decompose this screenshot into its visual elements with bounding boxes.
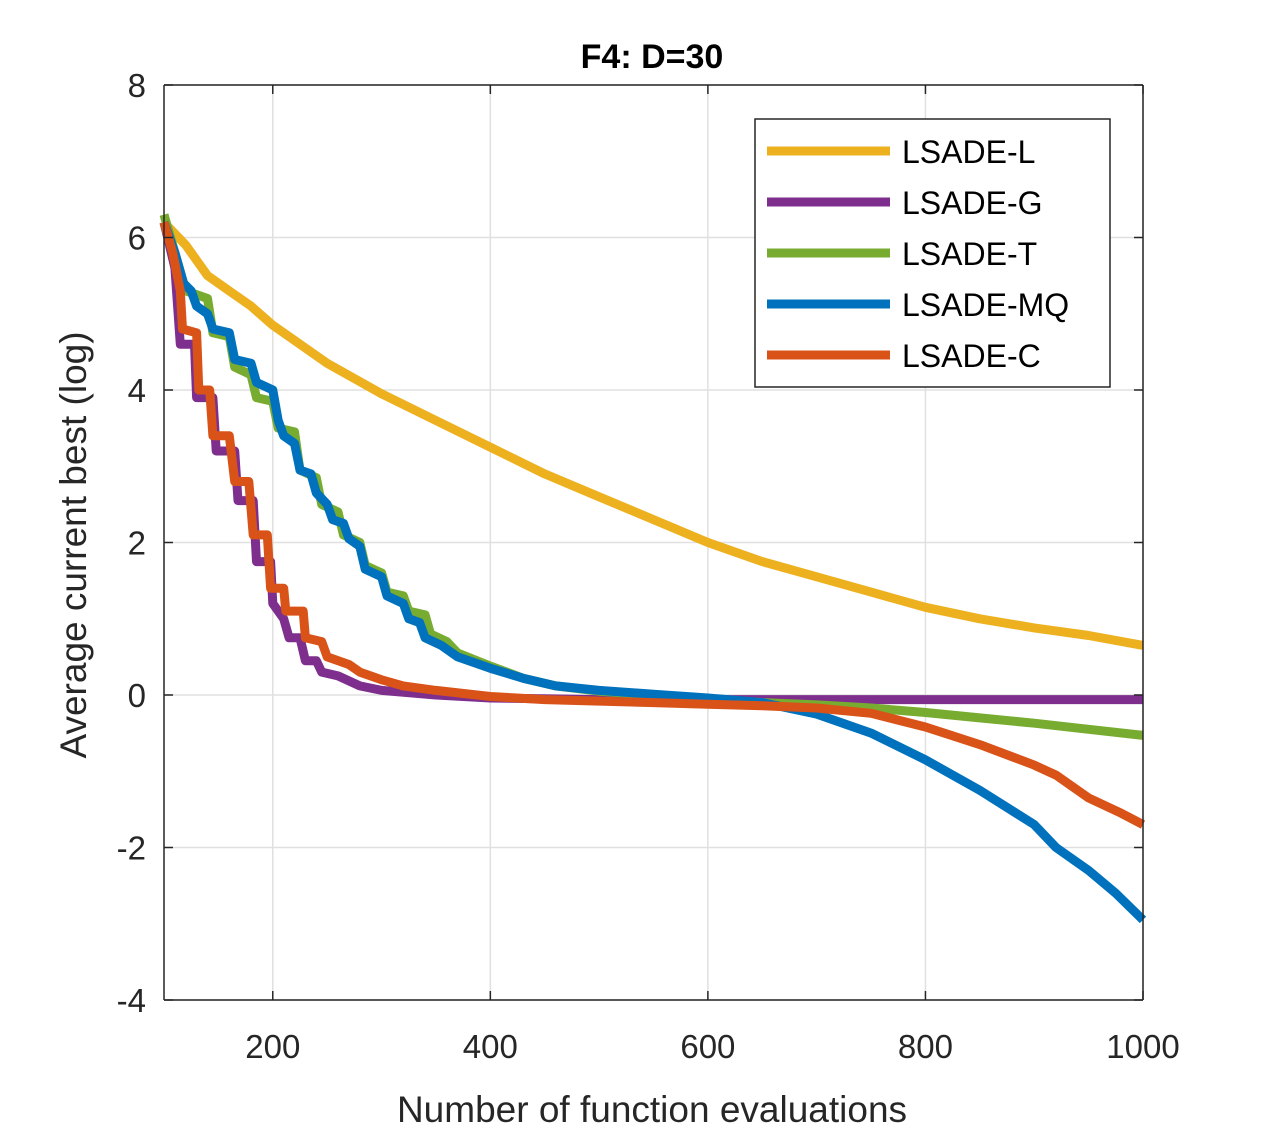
chart-title: F4: D=30: [581, 38, 724, 76]
y-tick-label: -4: [117, 982, 146, 1019]
series-line-lsade-mq: [159, 220, 1147, 924]
tick-labels: 200 400 600 800 1000 -4 -2 0 2 4 6 8: [117, 67, 1180, 1065]
y-tick-label: 2: [128, 525, 146, 562]
y-tick-label: 4: [128, 372, 146, 409]
y-tick-label: -2: [117, 830, 146, 867]
y-axis-label: Average current best (log): [53, 331, 94, 758]
legend-label: LSADE-MQ: [902, 287, 1069, 323]
legend: LSADE-L LSADE-G LSADE-T LSADE-MQ LSADE-C: [754, 118, 1111, 388]
x-tick-label: 1000: [1106, 1028, 1179, 1065]
legend-label: LSADE-L: [902, 134, 1035, 170]
legend-label: LSADE-C: [902, 338, 1041, 374]
x-tick-label: 200: [245, 1028, 300, 1065]
x-tick-label: 400: [463, 1028, 518, 1065]
y-tick-label: 8: [128, 67, 146, 104]
legend-label: LSADE-T: [902, 236, 1037, 272]
legend-label: LSADE-G: [902, 185, 1042, 221]
x-axis-label: Number of function evaluations: [397, 1089, 907, 1130]
x-tick-label: 600: [680, 1028, 735, 1065]
series-line-lsade-l: [160, 219, 1144, 650]
axes: [163, 84, 1144, 1001]
series-layer: [159, 213, 1147, 924]
x-tick-label: 800: [898, 1028, 953, 1065]
y-tick-label: 0: [128, 677, 146, 714]
y-tick-label: 6: [128, 220, 146, 257]
series-line-lsade-c: [159, 221, 1146, 829]
